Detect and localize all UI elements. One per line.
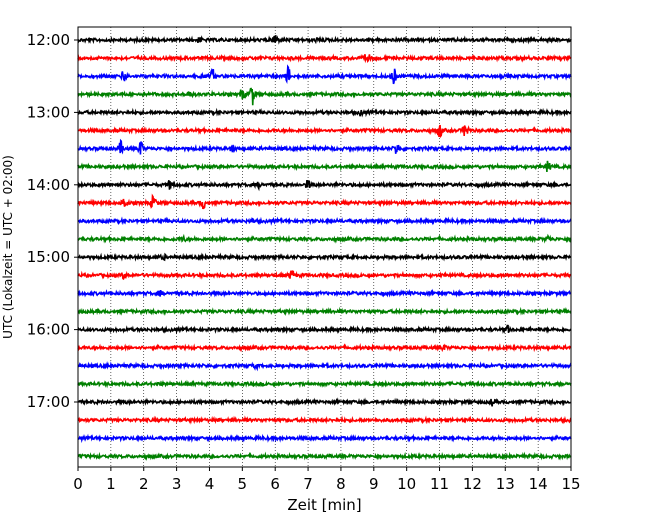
- x-tick-label: 6: [270, 475, 280, 493]
- trace-12:00: [77, 35, 572, 45]
- trace-14:45: [77, 233, 572, 244]
- x-tick-label: 9: [369, 475, 379, 493]
- trace-17:15: [77, 415, 572, 425]
- trace-17:45: [77, 451, 572, 461]
- trace-15:15: [77, 270, 572, 281]
- trace-16:30: [77, 361, 572, 372]
- y-axis-label: UTC (Lokalzeit = UTC + 02:00): [1, 155, 15, 339]
- x-axis-label: Zeit [min]: [287, 496, 361, 514]
- x-tick-label: 12: [463, 475, 482, 493]
- x-tick-label: 15: [561, 475, 580, 493]
- trace-12:15: [77, 53, 572, 64]
- series-layer: [77, 35, 572, 461]
- trace-14:00: [77, 179, 572, 192]
- trace-14:30: [77, 216, 572, 226]
- x-tick-label: 14: [529, 475, 548, 493]
- trace-13:00: [77, 107, 572, 118]
- trace-17:30: [77, 433, 572, 444]
- grid-layer: [110, 27, 539, 467]
- trace-16:45: [77, 379, 572, 389]
- x-tick-label: 13: [496, 475, 515, 493]
- x-tick-label: 4: [205, 475, 215, 493]
- x-tick-label: 1: [106, 475, 116, 493]
- trace-15:45: [77, 306, 572, 317]
- x-tick-label: 7: [303, 475, 313, 493]
- trace-15:30: [77, 288, 572, 298]
- trace-13:30: [77, 138, 572, 155]
- y-tick-label: 16:00: [27, 321, 70, 339]
- trace-13:45: [77, 160, 572, 173]
- x-tick-label: 5: [238, 475, 248, 493]
- trace-16:15: [77, 342, 572, 353]
- x-tick-label: 8: [336, 475, 346, 493]
- y-tick-label: 17:00: [27, 393, 70, 411]
- trace-15:00: [77, 252, 572, 262]
- x-tick-label: 10: [397, 475, 416, 493]
- x-tick-label: 0: [73, 475, 83, 493]
- y-ticks: 12:00 13:00 14:00 15:00 16:00 17:00: [27, 31, 78, 411]
- trace-16:00: [77, 324, 572, 335]
- trace-14:15: [77, 193, 572, 210]
- trace-17:00: [77, 397, 572, 407]
- y-tick-label: 15:00: [27, 248, 70, 266]
- trace-13:15: [77, 124, 572, 139]
- axes-layer: [77, 26, 572, 468]
- y-tick-label: 14:00: [27, 176, 70, 194]
- y-tick-label: 13:00: [27, 103, 70, 121]
- x-tick-label: 11: [430, 475, 449, 493]
- trace-12:45: [77, 87, 572, 106]
- y-tick-label: 12:00: [27, 31, 70, 49]
- x-tick-label: 2: [139, 475, 149, 493]
- x-ticks: 0 1 2 3 4 5 6 7 8 9 10 11 12 13 14 15: [73, 467, 581, 493]
- trace-12:30: [77, 64, 572, 85]
- x-tick-label: 3: [172, 475, 182, 493]
- plot-frame: [77, 26, 572, 468]
